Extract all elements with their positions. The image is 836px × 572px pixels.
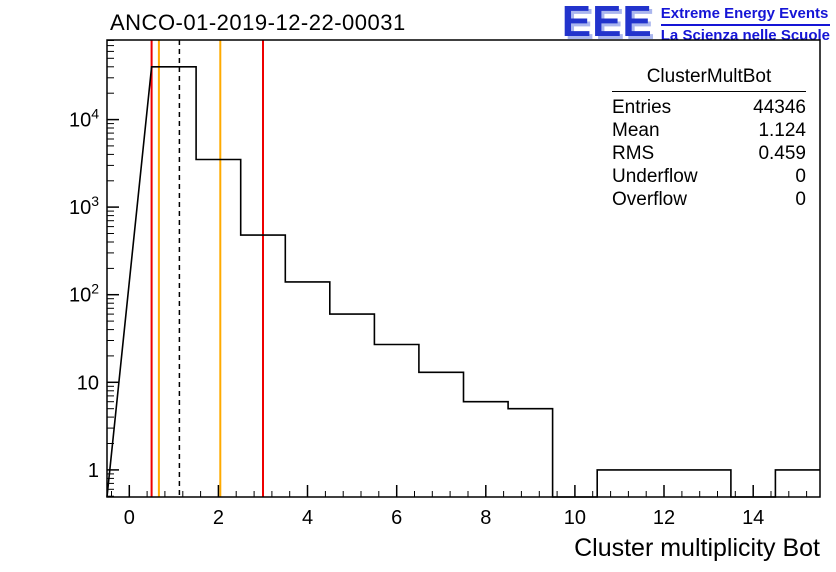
stats-label: RMS — [612, 143, 655, 164]
eee-logo-line1: Extreme Energy Events — [660, 5, 829, 22]
eee-logo-text: EEE — [561, 0, 653, 46]
eee-logo: EEE Extreme Energy Events La Scienza nel… — [561, 0, 830, 46]
x-tick-label: 10 — [564, 507, 586, 529]
x-axis-label: Cluster multiplicity Bot — [574, 534, 820, 562]
histogram-line — [106, 66, 820, 498]
stats-value: 0 — [795, 166, 806, 187]
stats-value: 0.459 — [758, 143, 806, 164]
stats-label: Entries — [612, 97, 672, 118]
stats-value: 1.124 — [758, 120, 806, 141]
x-tick-label: 8 — [480, 507, 491, 529]
stats-row: Underflow 0 — [612, 165, 806, 188]
stats-row: RMS 0.459 — [612, 142, 806, 165]
x-tick-label: 0 — [124, 507, 135, 529]
stats-value: 44346 — [753, 97, 806, 118]
y-tick-label: 104 — [69, 106, 99, 132]
stats-label: Overflow — [612, 189, 687, 210]
plot-title: ANCO-01-2019-12-22-00031 — [110, 10, 406, 35]
stats-row: Overflow 0 — [612, 188, 806, 211]
x-tick-label: 6 — [391, 507, 402, 529]
stats-title: ClusterMultBot — [612, 66, 806, 92]
y-tick-label: 1 — [88, 460, 99, 482]
stats-label: Underflow — [612, 166, 698, 187]
y-tick-label: 102 — [69, 281, 99, 307]
stats-row: Entries 44346 — [612, 96, 806, 119]
y-tick-label: 103 — [69, 193, 99, 219]
eee-logo-divider — [660, 24, 830, 26]
stats-label: Mean — [612, 120, 660, 141]
x-tick-label: 14 — [742, 507, 764, 529]
stats-row: Mean 1.124 — [612, 119, 806, 142]
x-tick-label: 2 — [213, 507, 224, 529]
x-tick-label: 4 — [302, 507, 313, 529]
stats-value: 0 — [795, 189, 806, 210]
stats-box: ClusterMultBot Entries 44346 Mean 1.124 … — [612, 66, 806, 211]
y-tick-label: 10 — [77, 372, 99, 394]
x-tick-label: 12 — [653, 507, 675, 529]
